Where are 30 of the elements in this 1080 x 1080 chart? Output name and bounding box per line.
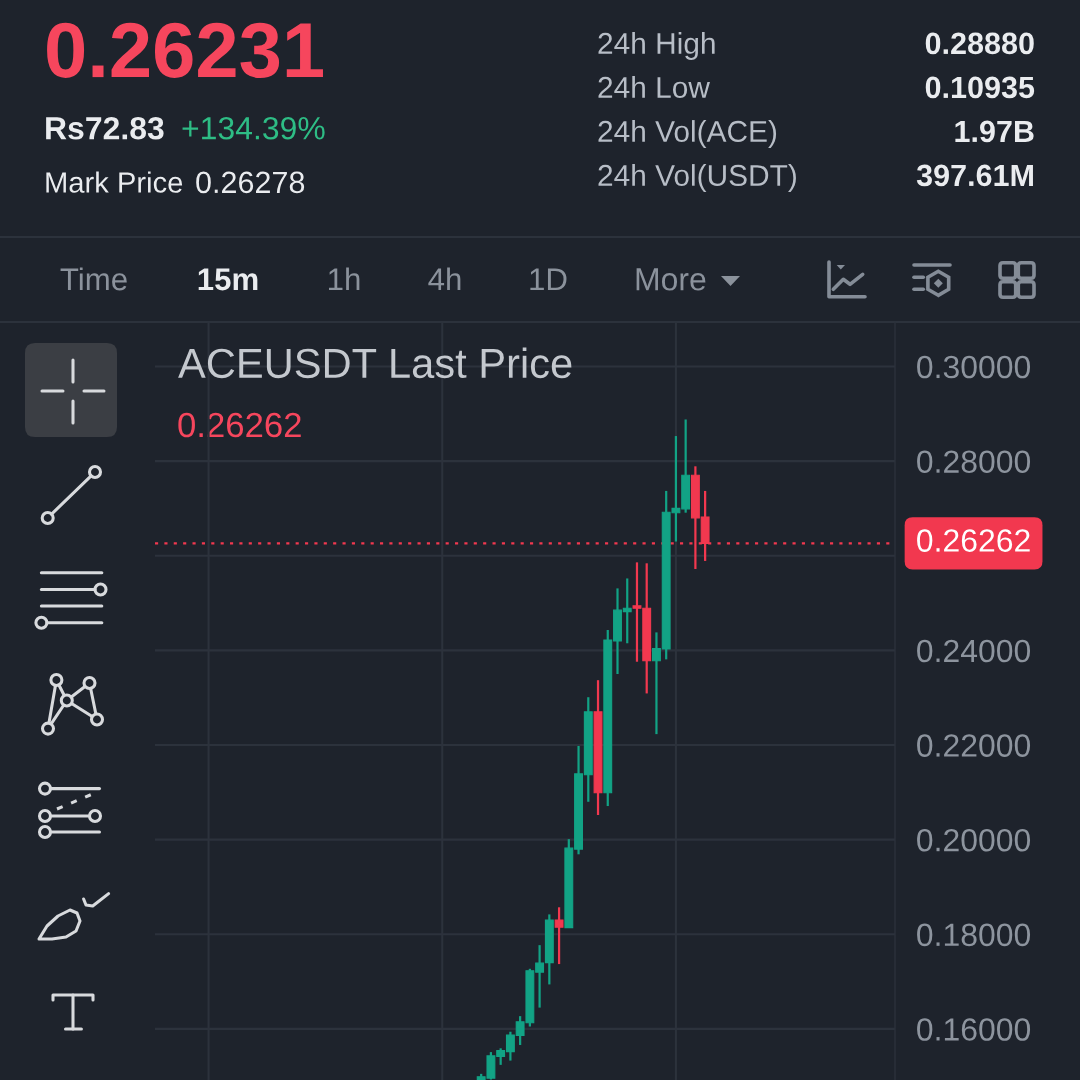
text: 0.26278	[196, 171, 305, 194]
chart-title: ACEUSDT Last Price	[178, 347, 572, 379]
text: 24h Vol(ACE)	[598, 120, 777, 148]
text: 0.28880	[925, 32, 1034, 55]
annotation: 0.26262	[178, 412, 301, 438]
text: 24h Low	[598, 76, 710, 99]
y-tick-label: 0.24000	[917, 639, 1031, 663]
text: 24h High	[598, 32, 715, 60]
y-tick-label: 0.30000	[917, 355, 1031, 379]
text: 1h	[329, 267, 360, 291]
ref-line-label: 0.26262	[917, 529, 1030, 552]
y-tick-label: 0.18000	[917, 923, 1031, 947]
text: More	[636, 268, 706, 291]
text: 0.26231	[47, 22, 323, 78]
text: 1.97B	[955, 120, 1034, 143]
text: Time	[60, 267, 127, 291]
text: 1D	[530, 268, 567, 291]
y-tick-label: 0.16000	[917, 1018, 1031, 1041]
candlestick	[554, 906, 564, 966]
y-tick-label: 0.28000	[917, 450, 1031, 473]
text: Rs72.83	[46, 116, 164, 140]
text: +134.39%	[182, 116, 325, 140]
text: 24h Vol(USDT)	[598, 164, 796, 192]
text: Mark Price	[46, 171, 183, 193]
y-tick-label: 0.22000	[917, 734, 1031, 757]
y-tick-label: 0.20000	[917, 828, 1031, 852]
text: 15m	[198, 268, 258, 291]
text: 397.61M	[916, 164, 1033, 187]
text: 4h	[428, 267, 461, 291]
text: 0.10935	[925, 76, 1035, 99]
